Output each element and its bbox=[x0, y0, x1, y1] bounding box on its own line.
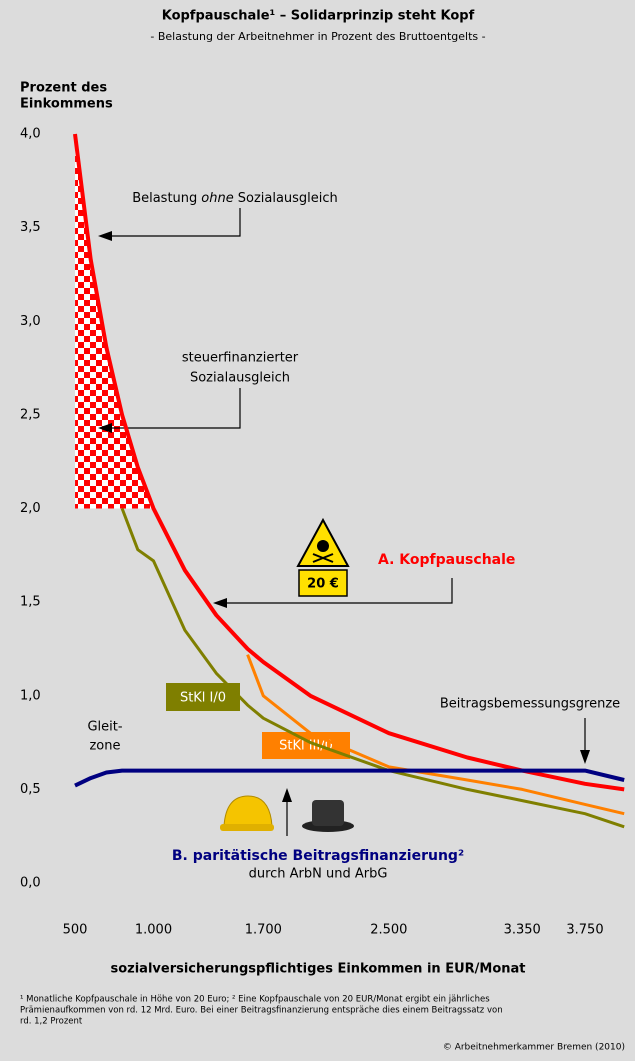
y-tick-label: 0,5 bbox=[20, 782, 41, 797]
series-line bbox=[74, 768, 625, 788]
x-tick-label: 2.500 bbox=[370, 923, 407, 938]
annotation: zone bbox=[89, 739, 120, 754]
series-line bbox=[120, 507, 625, 829]
annotation: Belastung ohne Sozialausgleich bbox=[132, 191, 338, 206]
arrow bbox=[226, 578, 453, 604]
series-label: StKl III/0 bbox=[279, 739, 333, 754]
arrowhead bbox=[213, 598, 227, 608]
series-label: A. Kopfpauschale bbox=[378, 552, 515, 568]
relief-area bbox=[75, 134, 154, 509]
warning-sign bbox=[296, 517, 350, 597]
annotation-part: ohne bbox=[201, 191, 233, 206]
x-tick-label: 1.000 bbox=[135, 923, 172, 938]
chart-subtitle: - Belastung der Arbeitnehmer in Prozent … bbox=[150, 30, 485, 43]
top-hat-icon bbox=[302, 800, 354, 832]
annotation-part: Belastung bbox=[132, 191, 197, 206]
x-axis-title: sozialversicherungspflichtiges Einkommen… bbox=[110, 962, 525, 977]
x-tick-label: 1.700 bbox=[245, 923, 282, 938]
y-tick-label: 3,5 bbox=[20, 220, 41, 235]
y-axis-title: Einkommens bbox=[20, 97, 113, 112]
footnote: Prämienaufkommen von rd. 12 Mrd. Euro. B… bbox=[20, 1006, 503, 1016]
x-tick-label: 3.350 bbox=[504, 923, 541, 938]
source: © Arbeitnehmerkammer Bremen (2010) bbox=[443, 1043, 625, 1053]
footnote: ¹ Monatliche Kopfpauschale in Höhe von 2… bbox=[20, 995, 490, 1005]
label-box bbox=[166, 683, 240, 711]
y-tick-label: 2,0 bbox=[20, 501, 41, 516]
y-tick-label: 1,5 bbox=[20, 595, 41, 610]
annotation-part: Sozialausgleich bbox=[238, 191, 338, 206]
y-axis-title: Prozent des bbox=[20, 81, 107, 96]
x-tick-label: 3.750 bbox=[566, 923, 603, 938]
annotation: durch ArbN und ArbG bbox=[249, 867, 388, 882]
arrowhead bbox=[580, 750, 590, 764]
y-tick-label: 0,0 bbox=[20, 876, 41, 891]
premium-label: 20 € bbox=[307, 577, 339, 592]
y-tick-label: 3,0 bbox=[20, 314, 41, 329]
annotation: Sozialausgleich bbox=[190, 371, 290, 386]
series-line bbox=[246, 654, 625, 816]
x-tick-label: 500 bbox=[63, 923, 88, 938]
hard-hat-icon bbox=[220, 795, 274, 831]
footnote: rd. 1,2 Prozent bbox=[20, 1017, 83, 1027]
series-label: StKl I/0 bbox=[180, 691, 226, 706]
annotation: Gleit- bbox=[87, 720, 122, 735]
y-tick-label: 4,0 bbox=[20, 127, 41, 142]
chart-title: Kopfpauschale¹ – Solidarprinzip steht Ko… bbox=[162, 9, 475, 24]
arrowhead bbox=[98, 231, 112, 241]
y-tick-label: 2,5 bbox=[20, 407, 41, 422]
series-label: B. paritätische Beitragsfinanzierung² bbox=[172, 848, 464, 864]
annotation: Beitragsbemessungsgrenze bbox=[440, 697, 620, 712]
annotation: steuerfinanzierter bbox=[182, 351, 299, 366]
series-line bbox=[73, 133, 625, 792]
arrow bbox=[110, 208, 241, 237]
arrowhead bbox=[98, 423, 112, 433]
arrowhead bbox=[282, 788, 292, 802]
y-tick-label: 1,0 bbox=[20, 688, 41, 703]
arrow bbox=[110, 388, 241, 429]
